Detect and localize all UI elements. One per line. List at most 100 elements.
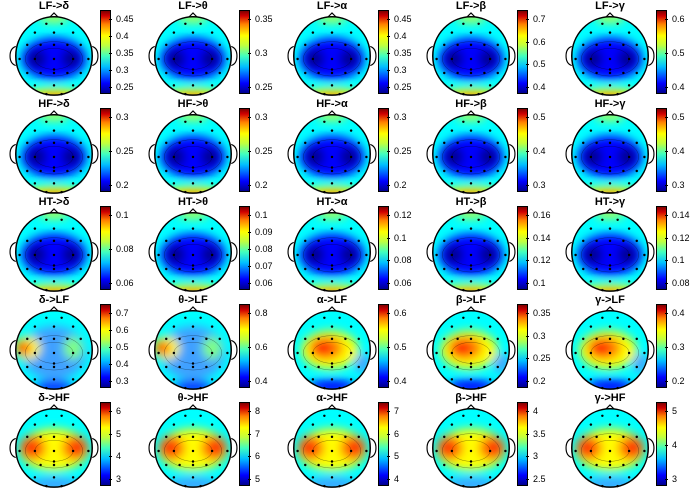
topoplot-panel: HT->β 0.16 0.14 0.12 0.1 [421, 196, 559, 294]
electrode-dot [296, 155, 299, 159]
topoplot-panel: HF->β 0.5 0.4 0.3 [421, 98, 559, 196]
topoplot-panel: HF->θ 0.3 0.25 0.2 [143, 98, 281, 196]
electrode-dot [33, 227, 37, 230]
colorbar-tick-label: 6 [386, 428, 400, 439]
colorbar-tick-label: 0.12 [665, 232, 690, 243]
electrode-dot [488, 378, 492, 381]
electrode-dot [330, 378, 334, 381]
electrode-dot [450, 280, 454, 283]
right-ear [648, 45, 655, 67]
electrode-dot [450, 31, 454, 34]
electrode-dot [469, 264, 473, 267]
electrode-dot [191, 182, 195, 185]
electrode-dot [582, 365, 585, 369]
electrode-dot [344, 239, 347, 243]
left-ear [148, 45, 155, 67]
electrode-dot [589, 476, 593, 479]
electrode-dot [456, 267, 459, 271]
electrode-dot [205, 71, 208, 75]
panel-title: HT->δ [38, 196, 70, 208]
electrode-dot [184, 218, 187, 222]
electrode-dot [172, 182, 176, 185]
electrode-dot [210, 182, 214, 185]
electrode-dot [330, 325, 334, 328]
electrode-dot [504, 155, 507, 159]
electrode-dot [26, 169, 29, 173]
panel-title: γ->HF [594, 392, 626, 404]
colorbar-tick-label: 0.09 [248, 227, 273, 237]
electrode-dot [52, 253, 56, 257]
panel-title: HF->β [455, 98, 487, 110]
electrode-dot [616, 218, 619, 222]
electrode-dot [496, 267, 499, 271]
electrode-dot [608, 71, 612, 75]
colorbar-tick-label: 0.14 [665, 210, 690, 220]
electrode-dot [311, 325, 315, 328]
electrode-dot [45, 414, 48, 418]
electrode-dot [643, 57, 646, 61]
right-ear [509, 45, 516, 67]
electrode-dot [210, 129, 214, 132]
colorbar-tick-label: 0.35 [109, 48, 134, 58]
electrode-dot [627, 129, 631, 132]
panel-title: θ->HF [177, 392, 209, 404]
electrode-dot [33, 253, 37, 257]
electrode-dot [435, 351, 438, 355]
electrode-dot [435, 155, 438, 159]
electrode-dot [616, 414, 619, 418]
electrode-dot [172, 351, 176, 355]
electrode-dot [589, 351, 593, 355]
electrode-dot [608, 378, 612, 381]
electrode-dot [311, 423, 315, 426]
electrode-dot [199, 316, 202, 320]
head-outline [154, 212, 232, 292]
colorbar-tick-label: 0.5 [665, 112, 685, 122]
colorbar [656, 402, 667, 486]
electrode-dot [338, 218, 341, 222]
electrode-dot [338, 414, 341, 418]
colorbar [656, 10, 667, 94]
colorbar-tick-label: 0.07 [248, 261, 273, 271]
electrode-dot [330, 239, 334, 243]
electrode-dot [365, 253, 368, 257]
electrode-dot [87, 253, 90, 257]
colorbar-tick-label: 0.5 [387, 342, 407, 352]
topoplot-panel: HF->γ 0.5 0.4 0.3 [560, 98, 693, 196]
electrode-dot [26, 71, 29, 75]
electrode-dot [210, 351, 214, 355]
electrode-dot [52, 337, 56, 341]
electrode-dot [616, 22, 619, 26]
electrode-dot [191, 227, 195, 230]
electrode-dot [469, 166, 473, 169]
colorbar-tick-label: 4 [525, 406, 539, 416]
electrode-dot [178, 463, 181, 467]
left-ear [9, 241, 16, 263]
colorbar-tick-label: 0.3 [109, 112, 129, 122]
electrode-dot [52, 31, 56, 34]
electrode-dot [582, 71, 585, 75]
colorbar-tick-label: 0.4 [387, 376, 407, 386]
electrode-dot [210, 476, 214, 479]
electrode-dot [71, 449, 75, 453]
scalp-map [9, 306, 99, 390]
colorbar-tick-label: 0.4 [665, 308, 685, 318]
electrode-dot [582, 43, 585, 47]
electrode-dot [608, 325, 612, 328]
electrode-dot [450, 84, 454, 87]
head-outline [571, 310, 649, 390]
topoplot-panel: α->LF 0.6 0.5 0.4 [282, 294, 420, 392]
electrode-dot [349, 325, 353, 328]
electrode-dot [199, 218, 202, 222]
electrode-dot [469, 476, 473, 479]
scalp-map [9, 12, 99, 96]
electrode-dot [71, 182, 75, 185]
electrode-dot [608, 463, 612, 467]
electrode-dot [157, 253, 160, 257]
colorbar-tick-label: 0.25 [387, 146, 412, 156]
electrode-dot [589, 253, 593, 257]
electrode-dot [52, 141, 56, 145]
electrode-dot [178, 365, 181, 369]
electrode-dot [469, 365, 473, 369]
panel-title: HF->θ [177, 98, 209, 110]
electrode-dot [323, 190, 326, 194]
